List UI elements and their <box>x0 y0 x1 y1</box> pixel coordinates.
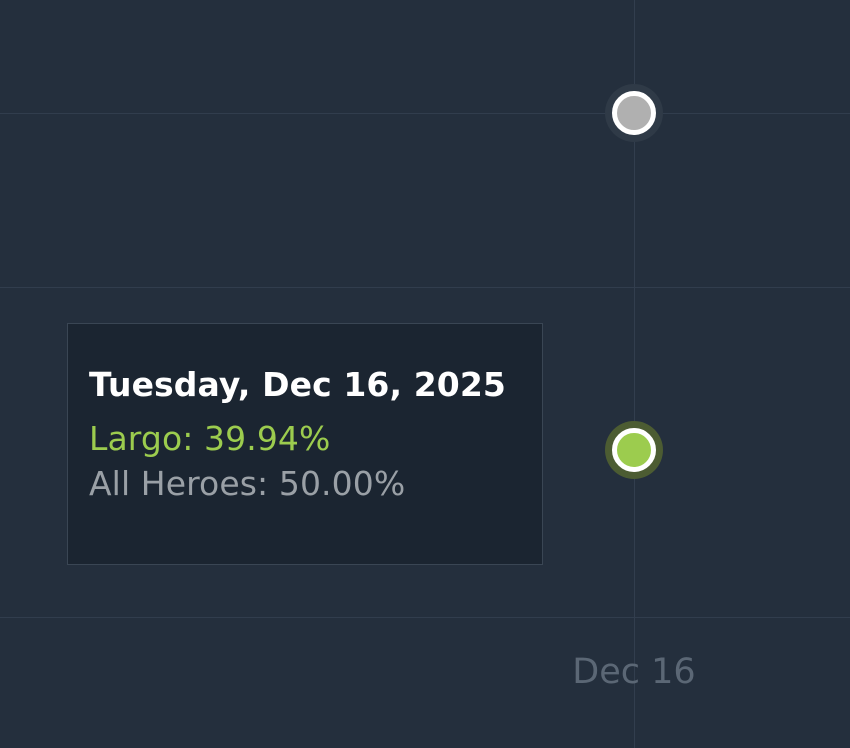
gridline-horizontal <box>0 617 850 618</box>
tooltip-row-largo: Largo: 39.94% <box>89 419 331 458</box>
gridline-vertical-crosshair <box>634 0 635 748</box>
chart-tooltip: Tuesday, Dec 16, 2025 Largo: 39.94% All … <box>67 323 543 565</box>
data-point-all-heroes[interactable] <box>612 91 656 135</box>
tooltip-row-all-heroes: All Heroes: 50.00% <box>89 464 406 503</box>
tooltip-date: Tuesday, Dec 16, 2025 <box>89 365 506 404</box>
x-axis-tick-label: Dec 16 <box>572 652 696 692</box>
gridline-horizontal <box>0 113 850 114</box>
gridline-horizontal <box>0 287 850 288</box>
data-point-largo[interactable] <box>612 428 656 472</box>
